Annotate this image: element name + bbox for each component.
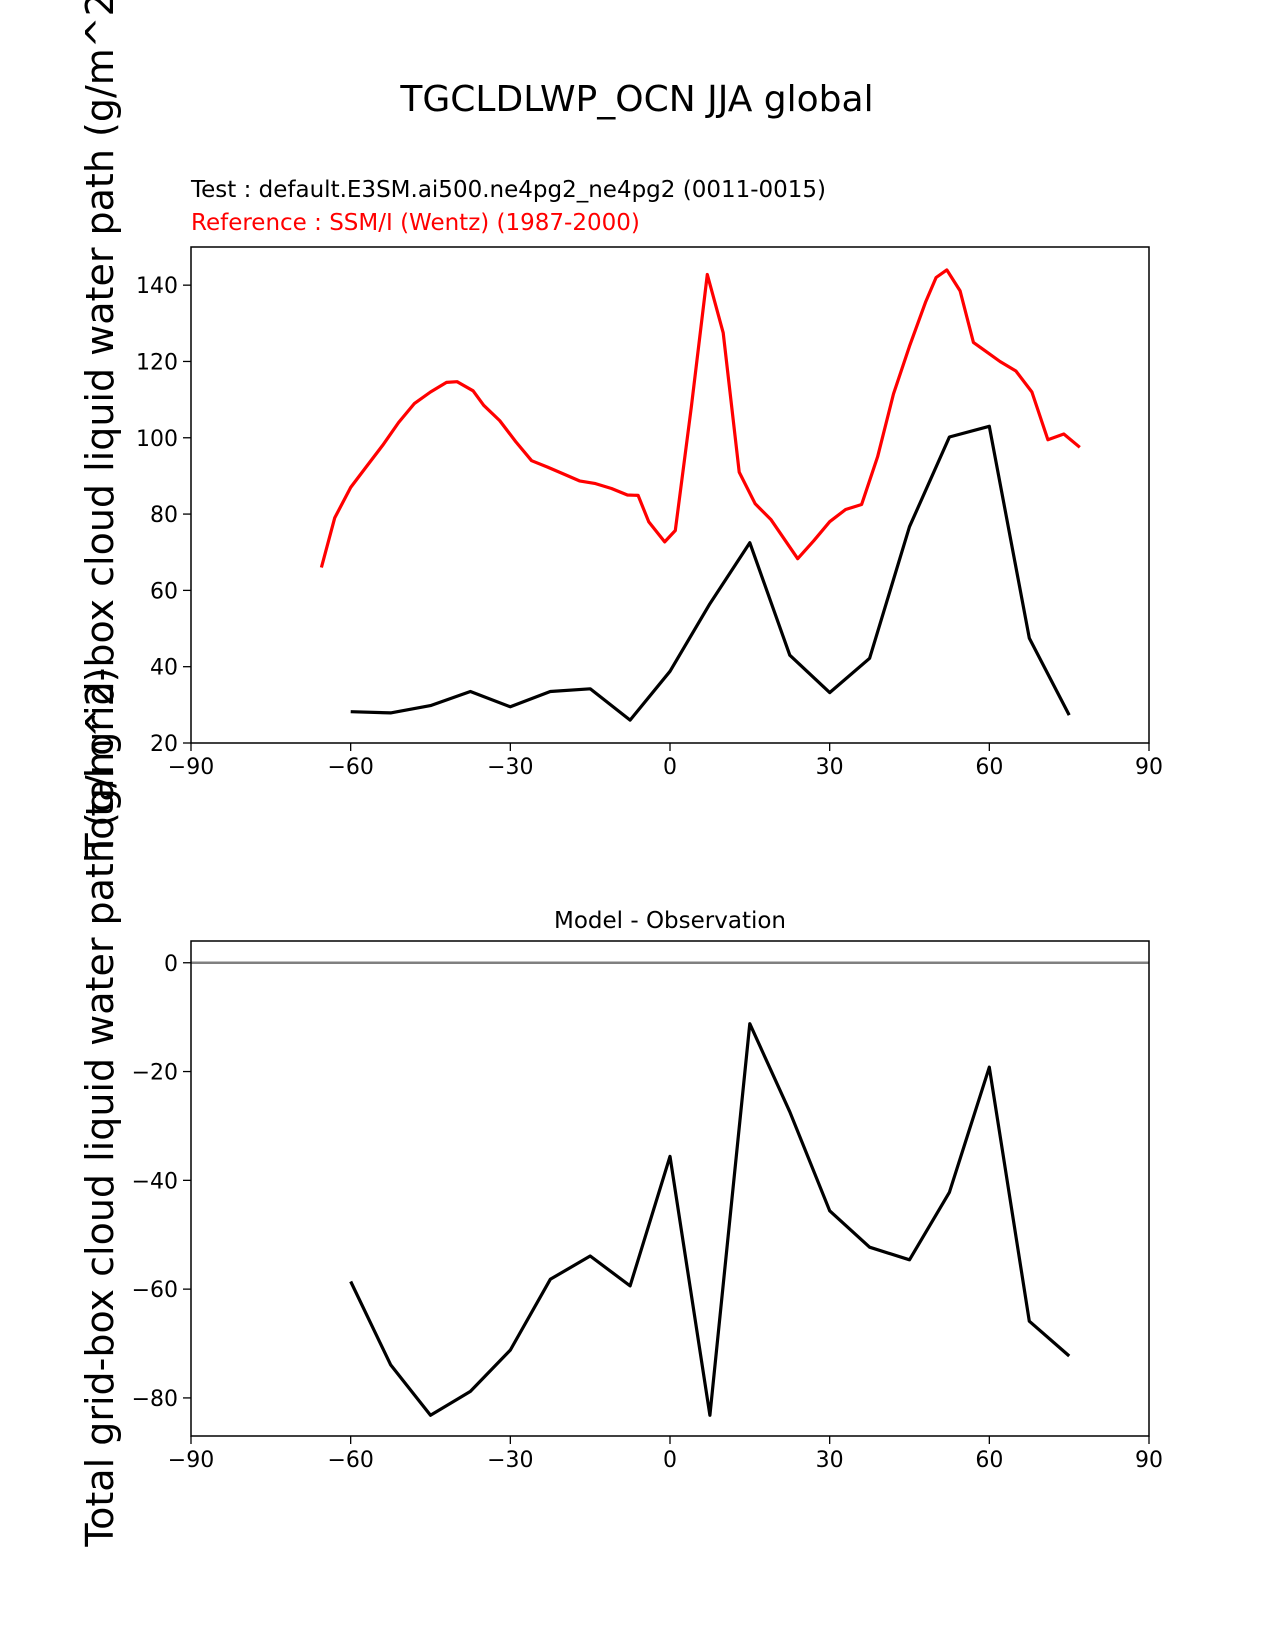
top-xtick-label: −90	[168, 755, 214, 780]
top-ytick-label: 40	[150, 656, 178, 681]
top-ytick-label: 140	[136, 274, 178, 299]
bottom-xtick-label: 60	[975, 1448, 1003, 1473]
top-test-line	[350, 424, 1071, 722]
top-ytick-label: 100	[136, 427, 178, 452]
top-axes-frame	[190, 246, 1150, 744]
bottom-ytick-label: −80	[132, 1387, 178, 1412]
bottom-panel: Model - Observation −90 −60 −30 0 30 60 90−80−…	[132, 908, 1163, 1473]
top-ytick-label: 60	[150, 579, 178, 604]
top-xtick-label: 60	[975, 755, 1003, 780]
bottom-title: Model - Observation	[554, 908, 786, 934]
top-xtick-label: 30	[816, 755, 844, 780]
top-xtick-label: −60	[327, 755, 373, 780]
top-reference-label: Reference : SSM/I (Wentz) (1987-2000)	[191, 210, 640, 236]
bottom-axes-frame	[190, 940, 1150, 1437]
top-xtick-label: 0	[663, 755, 677, 780]
top-ylabel: Total grid-box cloud liquid water path (…	[78, 0, 122, 858]
bottom-xtick-label: −90	[168, 1448, 214, 1473]
top-ticks: −90 −60 −30 0 30 60 90 20 40 60 80 100 120 140	[136, 274, 1163, 780]
bottom-ytick-label: −20	[132, 1061, 178, 1086]
bottom-ytick-label: −40	[132, 1169, 178, 1194]
bottom-xtick-label: 30	[816, 1448, 844, 1473]
bottom-ticks: −90 −60 −30 0 30 60 90 −80 −60 −40 −20 0	[132, 952, 1163, 1473]
top-panel: Test : default.E3SM.ai500.ne4pg2_ne4pg2 …	[136, 177, 1163, 780]
bottom-ytick-label: 0	[164, 952, 178, 977]
top-reference-line	[319, 268, 1081, 568]
bottom-xtick-label: −30	[487, 1448, 533, 1473]
top-ytick-label: 80	[150, 503, 178, 528]
bottom-xtick-label: −60	[327, 1448, 373, 1473]
bottom-lines	[191, 961, 1149, 1417]
bottom-ylabel: Total grid-box cloud liquid water path (…	[78, 667, 122, 1547]
bottom-xtick-label: 0	[663, 1448, 677, 1473]
top-xtick-label: −30	[487, 755, 533, 780]
bottom-ytick-label: −60	[132, 1278, 178, 1303]
top-test-label: Test : default.E3SM.ai500.ne4pg2_ne4pg2 …	[190, 177, 826, 203]
bottom-xtick-label: 90	[1135, 1448, 1163, 1473]
bottom-difference-line	[349, 1022, 1071, 1417]
figure-title: TGCLDLWP_OCN JJA global	[399, 79, 873, 120]
top-ytick-label: 20	[150, 732, 178, 757]
top-xtick-label: 90	[1135, 755, 1163, 780]
top-ytick-label: 120	[136, 350, 178, 375]
top-lines	[319, 268, 1081, 722]
